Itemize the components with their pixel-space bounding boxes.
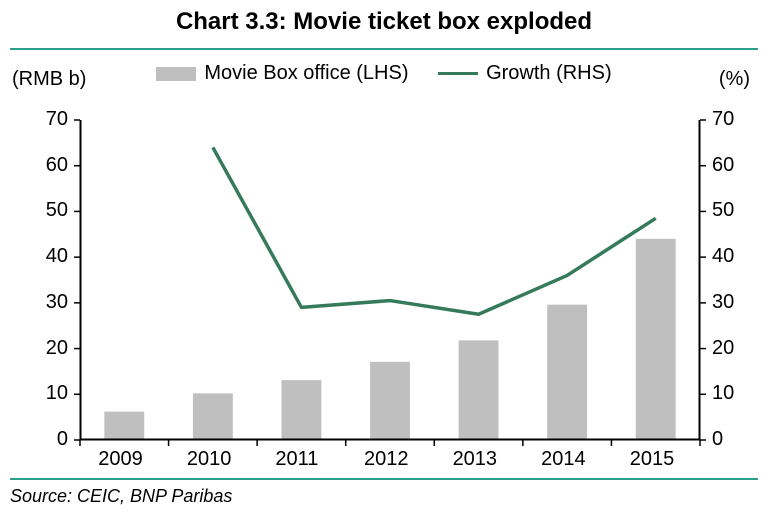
left-tick-label: 0 xyxy=(57,428,68,451)
growth-line xyxy=(213,147,656,314)
right-tick-label: 20 xyxy=(712,337,734,360)
chart-title: Chart 3.3: Movie ticket box exploded xyxy=(0,8,768,36)
bottom-rule xyxy=(10,478,758,480)
left-tick-label: 40 xyxy=(46,245,68,268)
bar xyxy=(547,305,587,440)
legend-bar-swatch xyxy=(156,67,196,81)
left-axis-unit: (RMB b) xyxy=(12,68,86,91)
legend-line-swatch xyxy=(438,72,478,75)
right-tick-label: 30 xyxy=(712,291,734,314)
left-tick-label: 30 xyxy=(46,291,68,314)
right-axis-unit: (%) xyxy=(719,68,750,91)
x-tick-label: 2012 xyxy=(364,448,409,471)
right-tick-label: 10 xyxy=(712,382,734,405)
left-tick-label: 50 xyxy=(46,199,68,222)
bar xyxy=(193,393,233,440)
left-tick-label: 10 xyxy=(46,382,68,405)
x-tick-label: 2013 xyxy=(453,448,498,471)
x-tick-label: 2011 xyxy=(275,448,318,471)
source-line: Source: CEIC, BNP Paribas xyxy=(10,486,232,507)
x-tick-label: 2010 xyxy=(187,448,232,471)
chart-plot xyxy=(72,118,708,450)
right-tick-label: 60 xyxy=(712,154,734,177)
left-tick-label: 70 xyxy=(46,108,68,131)
bar xyxy=(104,412,144,440)
x-tick-label: 2014 xyxy=(541,448,586,471)
right-tick-label: 70 xyxy=(712,108,734,131)
legend-line-label: Growth (RHS) xyxy=(486,62,612,84)
legend: Movie Box office (LHS) Growth (RHS) xyxy=(0,62,768,85)
bar xyxy=(636,239,676,440)
bar xyxy=(370,362,410,440)
right-tick-label: 0 xyxy=(712,428,723,451)
x-tick-label: 2015 xyxy=(630,448,675,471)
x-tick-label: 2009 xyxy=(98,448,143,471)
right-tick-label: 40 xyxy=(712,245,734,268)
top-rule xyxy=(10,48,758,50)
bar xyxy=(459,340,499,440)
right-tick-label: 50 xyxy=(712,199,734,222)
left-tick-label: 20 xyxy=(46,337,68,360)
left-tick-label: 60 xyxy=(46,154,68,177)
bar xyxy=(282,380,322,440)
legend-bar-label: Movie Box office (LHS) xyxy=(204,62,408,84)
